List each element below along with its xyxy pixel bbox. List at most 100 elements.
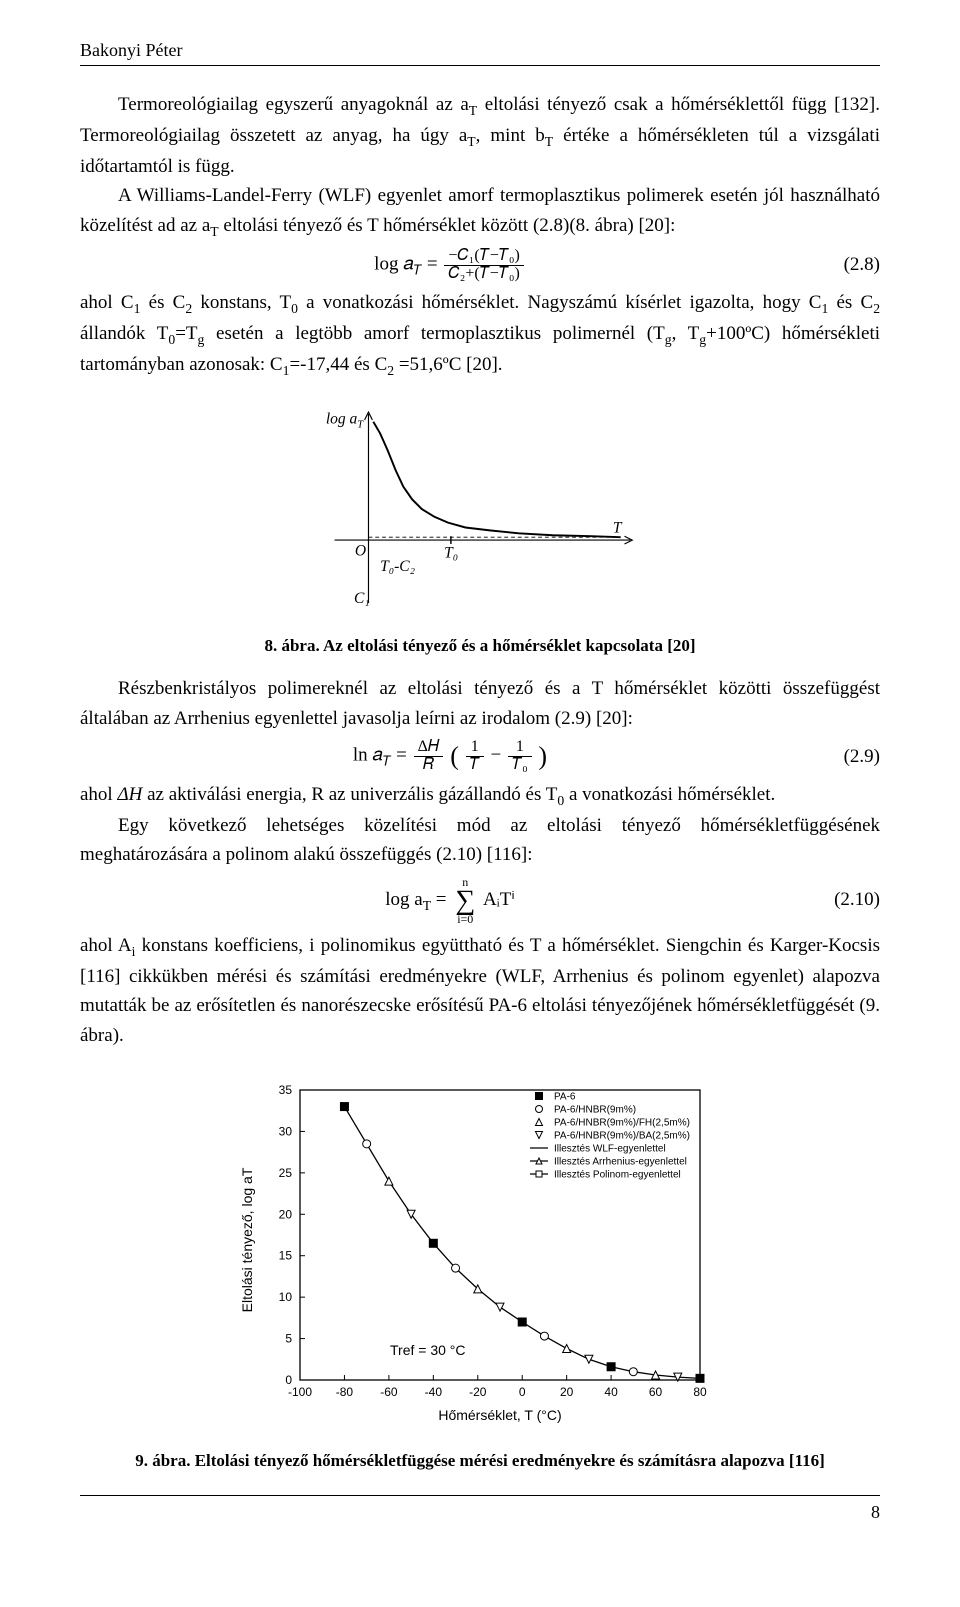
subscript: 𝑇 <box>414 262 423 277</box>
running-head: Bakonyi Péter <box>80 40 880 61</box>
para-6: Egy következő lehetséges közelítési mód … <box>80 811 880 870</box>
text: Termoreológiailag egyszerű anyagoknál az… <box>118 94 469 115</box>
eq-number: (2.9) <box>820 746 880 768</box>
text: , mint b <box>476 125 545 146</box>
denominator: 𝐶₂+(𝑇−𝑇₀) <box>444 266 523 283</box>
subscript: g <box>665 332 672 347</box>
summation: n ∑ i=0 <box>455 876 475 925</box>
eq-body: log aT = n ∑ i=0 AᵢTⁱ <box>80 876 820 925</box>
eq-body: log 𝑎𝑇 = −𝐶₁(𝑇−𝑇₀) 𝐶₂+(𝑇−𝑇₀) <box>80 248 820 283</box>
eq-lhs: log a <box>385 889 422 910</box>
subscript: 2 <box>873 301 880 316</box>
top-rule <box>80 65 880 66</box>
svg-text:-20: -20 <box>469 1385 487 1399</box>
numerator: Δ𝐻 <box>414 739 444 757</box>
fraction: 1 𝑇₀ <box>508 739 532 774</box>
svg-text:PA-6/HNBR(9m%)/FH(2,5m%): PA-6/HNBR(9m%)/FH(2,5m%) <box>554 1118 690 1129</box>
bottom-rule <box>80 1495 880 1496</box>
text: esetén a legtöbb amorf termoplasztikus p… <box>204 323 664 344</box>
text: ahol A <box>80 935 132 956</box>
sigma-icon: ∑ <box>455 888 475 913</box>
svg-text:-40: -40 <box>425 1385 443 1399</box>
xlabel: Hőmérséklet, T (°C) <box>438 1407 561 1423</box>
figure-9-caption: 9. ábra. Eltolási tényező hőmérsékletfüg… <box>80 1451 880 1471</box>
svg-text:5: 5 <box>285 1332 292 1346</box>
para-4: Részbenkristályos polimereknél az eltolá… <box>80 674 880 733</box>
text: a vonatkozási hőmérséklet. Nagyszámú kís… <box>298 292 822 313</box>
equation-2-9: ln 𝑎𝑇 = Δ𝐻 𝑅 ( 1 𝑇 − 1 𝑇₀ ) (2.9) <box>80 739 880 774</box>
figure-9-svg: -100-80-60-40-2002040608005101520253035 … <box>230 1070 730 1430</box>
caption-text: 8. ábra. Az eltolási tényező és a hőmérs… <box>264 636 695 655</box>
svg-text:PA-6/HNBR(9m%)/BA(2,5m%): PA-6/HNBR(9m%)/BA(2,5m%) <box>554 1131 690 1142</box>
sum-bot: i=0 <box>455 913 475 925</box>
c1-label: C₁ <box>354 591 370 608</box>
fraction: Δ𝐻 𝑅 <box>414 739 444 774</box>
origin-label: O <box>355 543 366 560</box>
text: konstans, T <box>192 292 291 313</box>
text: és C <box>828 292 873 313</box>
svg-text:20: 20 <box>560 1385 574 1399</box>
text: =T <box>175 323 197 344</box>
svg-text:PA-6: PA-6 <box>554 1092 576 1103</box>
svg-text:-60: -60 <box>380 1385 398 1399</box>
eq-eq: = <box>422 254 442 275</box>
t0-c2-label: T₀-C₂ <box>380 559 416 576</box>
page-number: 8 <box>80 1502 880 1523</box>
svg-text:30: 30 <box>279 1125 293 1139</box>
text: ahol C <box>80 292 134 313</box>
caption-text: 9. ábra. Eltolási tényező hőmérsékletfüg… <box>135 1451 825 1470</box>
eq-body: ln 𝑎𝑇 = Δ𝐻 𝑅 ( 1 𝑇 − 1 𝑇₀ ) <box>80 739 820 774</box>
svg-text:40: 40 <box>604 1385 618 1399</box>
text: =-17,44 és C <box>289 354 387 375</box>
figure-8-svg: T₀ T₀-C₂ C₁ log aT T O <box>320 401 640 621</box>
svg-text:80: 80 <box>693 1385 707 1399</box>
eq-eq: = <box>391 745 411 766</box>
para-2: A Williams-Landel-Ferry (WLF) egyenlet a… <box>80 181 880 241</box>
svg-text:35: 35 <box>279 1083 293 1097</box>
figure-8-caption: 8. ábra. Az eltolási tényező és a hőmérs… <box>80 636 880 656</box>
svg-text:20: 20 <box>279 1208 293 1222</box>
svg-text:60: 60 <box>649 1385 663 1399</box>
minus: − <box>491 745 506 766</box>
text: állandók T <box>80 323 168 344</box>
italic: ΔH <box>117 784 142 805</box>
text: és C <box>140 292 185 313</box>
svg-text:Illesztés Arrhenius-egyenlette: Illesztés Arrhenius-egyenlettel <box>554 1157 687 1168</box>
fraction: 1 𝑇 <box>466 739 484 774</box>
eq-lhs: ln 𝑎 <box>353 745 383 766</box>
eq-number: (2.8) <box>820 254 880 276</box>
text: , T <box>672 323 700 344</box>
numerator: 1 <box>466 739 484 757</box>
text: az aktiválási energia, R az univerzális … <box>142 784 557 805</box>
eq-eq: = <box>431 889 451 910</box>
text: konstans koefficiens, i polinomikus együ… <box>80 935 880 1046</box>
denominator: 𝑇 <box>466 757 484 774</box>
denominator: 𝑅 <box>414 757 444 774</box>
para-3: ahol C1 és C2 konstans, T0 a vonatkozási… <box>80 288 880 381</box>
xlabel: T <box>613 520 623 537</box>
text: ahol <box>80 784 117 805</box>
para-7: ahol Ai konstans koefficiens, i polinomi… <box>80 931 880 1050</box>
ylabel: Eltolási tényező, log aT <box>239 1167 255 1312</box>
para-1: Termoreológiailag egyszerű anyagoknál az… <box>80 90 880 181</box>
svg-text:-80: -80 <box>336 1385 354 1399</box>
subscript: T <box>210 224 218 239</box>
subscript: T <box>545 134 553 149</box>
subscript: T <box>469 103 477 118</box>
paren-open: ( <box>450 742 459 771</box>
svg-text:10: 10 <box>279 1290 293 1304</box>
eq-lhs: log 𝑎 <box>374 254 413 275</box>
svg-text:-100: -100 <box>288 1385 312 1399</box>
svg-text:0: 0 <box>285 1373 292 1387</box>
eq-rhs: AᵢTⁱ <box>483 889 515 910</box>
equation-2-8: log 𝑎𝑇 = −𝐶₁(𝑇−𝑇₀) 𝐶₂+(𝑇−𝑇₀) (2.8) <box>80 248 880 283</box>
page: Bakonyi Péter Termoreológiailag egyszerű… <box>0 0 960 1553</box>
svg-text:PA-6/HNBR(9m%): PA-6/HNBR(9m%) <box>554 1105 636 1116</box>
svg-text:0: 0 <box>519 1385 526 1399</box>
equation-2-10: log aT = n ∑ i=0 AᵢTⁱ (2.10) <box>80 876 880 925</box>
numerator: 1 <box>508 739 532 757</box>
svg-text:Illesztés WLF-egyenlettel: Illesztés WLF-egyenlettel <box>554 1144 666 1155</box>
text: =51,6ºC [20]. <box>394 354 502 375</box>
figure-8: T₀ T₀-C₂ C₁ log aT T O <box>80 401 880 626</box>
numerator: −𝐶₁(𝑇−𝑇₀) <box>444 248 523 266</box>
